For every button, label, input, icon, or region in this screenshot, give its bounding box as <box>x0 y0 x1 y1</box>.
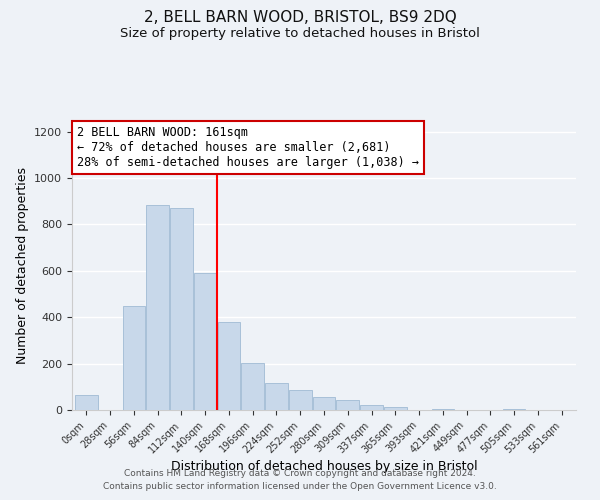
Bar <box>289 390 311 410</box>
X-axis label: Distribution of detached houses by size in Bristol: Distribution of detached houses by size … <box>170 460 478 473</box>
Bar <box>75 395 98 410</box>
Bar <box>218 322 240 410</box>
Bar <box>265 383 288 410</box>
Text: Contains HM Land Registry data © Crown copyright and database right 2024.: Contains HM Land Registry data © Crown c… <box>124 468 476 477</box>
Bar <box>360 406 383 410</box>
Bar <box>313 397 335 410</box>
Bar <box>194 273 217 410</box>
Bar <box>146 206 169 410</box>
Bar <box>337 400 359 410</box>
Bar <box>384 406 407 410</box>
Text: Size of property relative to detached houses in Bristol: Size of property relative to detached ho… <box>120 28 480 40</box>
Text: 2 BELL BARN WOOD: 161sqm
← 72% of detached houses are smaller (2,681)
28% of sem: 2 BELL BARN WOOD: 161sqm ← 72% of detach… <box>77 126 419 169</box>
Y-axis label: Number of detached properties: Number of detached properties <box>16 166 29 364</box>
Text: 2, BELL BARN WOOD, BRISTOL, BS9 2DQ: 2, BELL BARN WOOD, BRISTOL, BS9 2DQ <box>143 10 457 25</box>
Bar <box>241 362 264 410</box>
Bar <box>122 306 145 410</box>
Bar <box>431 409 454 410</box>
Text: Contains public sector information licensed under the Open Government Licence v3: Contains public sector information licen… <box>103 482 497 491</box>
Bar <box>170 208 193 410</box>
